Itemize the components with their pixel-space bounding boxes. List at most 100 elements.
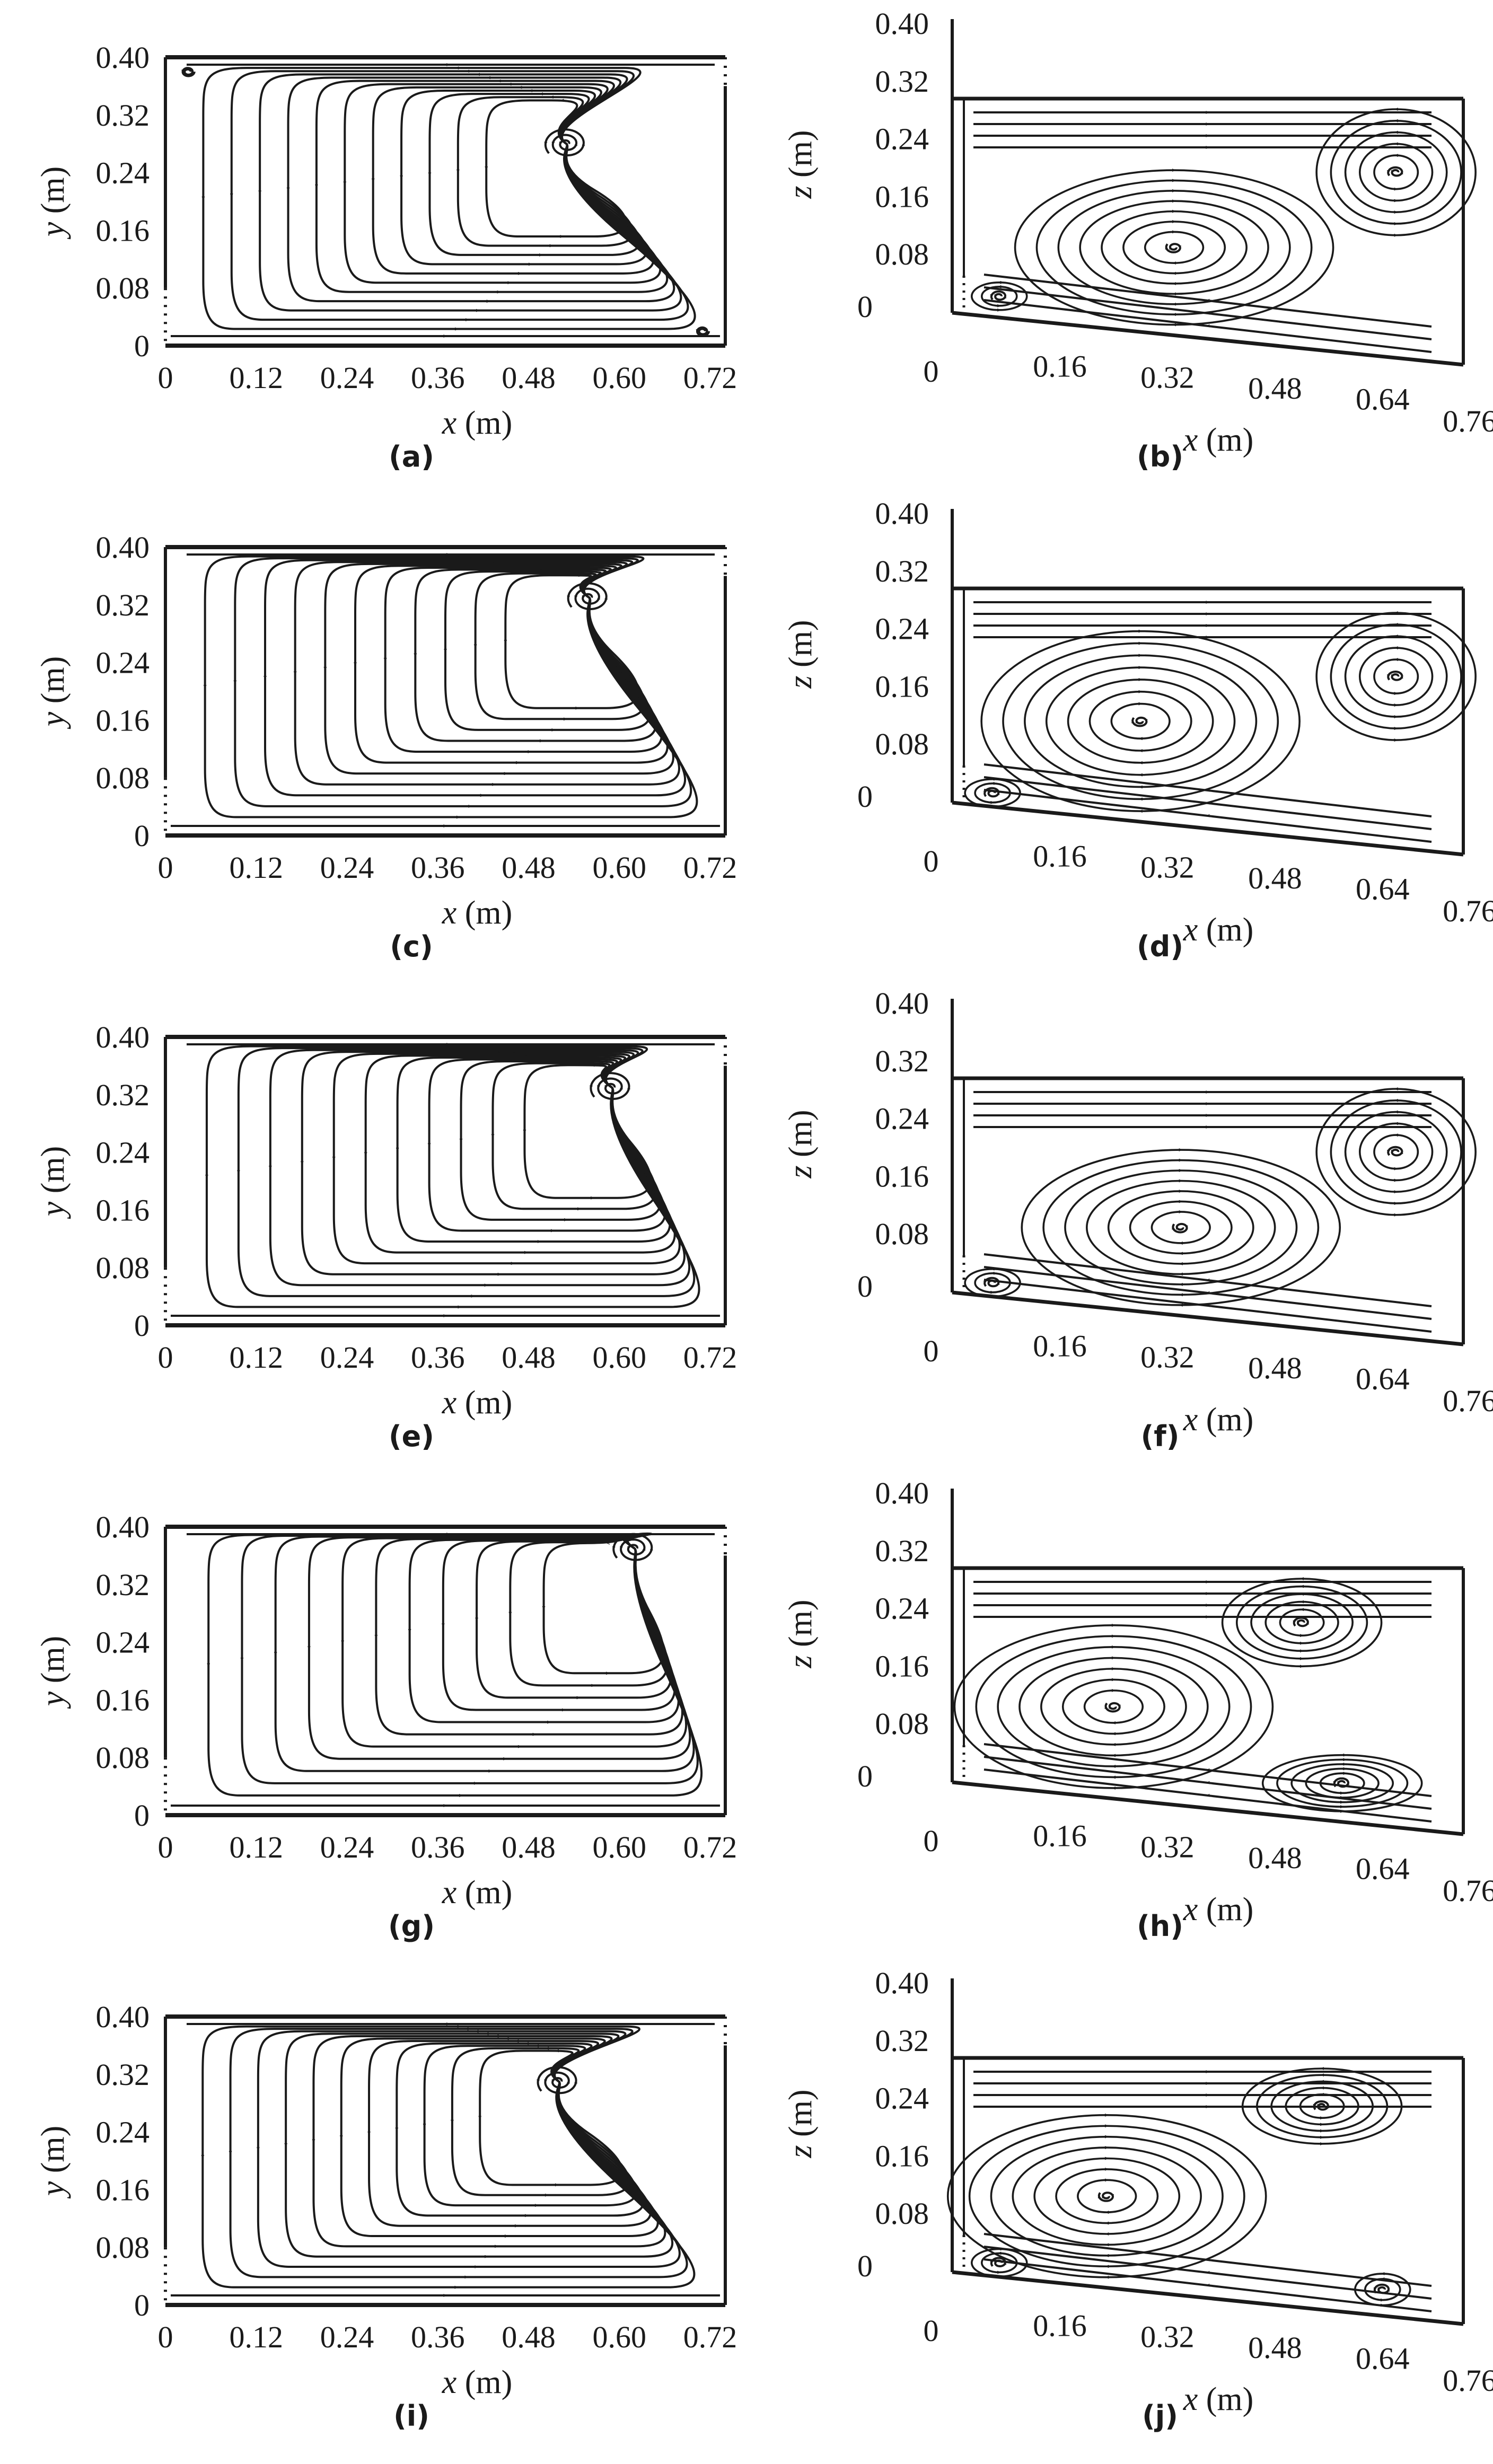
vortex-ring [1373, 658, 1419, 694]
x-tick-label: 0 [158, 1340, 173, 1375]
x-tick-label: 0.64 [1356, 2342, 1410, 2376]
y-tick-label: 0.08 [96, 1251, 150, 1285]
streamline [400, 89, 648, 266]
x-axis-label: x (m) [1183, 912, 1254, 948]
y-tick-label: 0 [134, 2288, 150, 2322]
x-tick-label: 0.32 [1140, 1829, 1195, 1864]
x-tick-label: 0 [158, 2320, 173, 2354]
x-tick-label: 0.48 [502, 850, 556, 885]
vortex-core [1165, 243, 1181, 253]
x-axis-label: x (m) [442, 1385, 513, 1421]
y-tick-label: 0.24 [96, 1625, 150, 1660]
vortex-ring [1018, 1657, 1209, 1757]
y-tick-label: 0.24 [96, 156, 150, 190]
y-axis-unit: (m) [35, 656, 71, 712]
z-axis-label: z (m) [783, 2089, 819, 2158]
y-tick-label: 0.08 [96, 761, 150, 795]
z-axis-label: z (m) [783, 1599, 819, 1668]
x-axis-label: x (m) [1183, 422, 1254, 458]
vortex-ring [1144, 231, 1205, 264]
vortex-ring [1373, 1134, 1419, 1170]
streamline [259, 73, 682, 312]
z-axis-label: z (m) [783, 1110, 819, 1178]
z-tick-label: 0.32 [875, 1534, 929, 1568]
x-tick-label: 0.60 [592, 1340, 646, 1375]
y-tick-label: 0.32 [96, 98, 150, 133]
x-tick-label: 0.36 [411, 360, 465, 395]
x-axis-unit: (m) [1198, 912, 1253, 948]
panel-h: 00.080.160.240.320.400 0.16 0.32 0.48 0.640.… [783, 1476, 1493, 1943]
z-tick-label: 0.16 [875, 669, 929, 703]
streamline [414, 568, 657, 742]
z-tick-label: 0 [857, 1269, 873, 1304]
x-tick-label: 0.72 [683, 1340, 737, 1375]
panel-caption: (f) [1141, 1420, 1180, 1453]
z-axis-label: z (m) [783, 130, 819, 199]
x-tick-label: 0.12 [229, 850, 283, 885]
y-axis-unit: (m) [35, 1146, 71, 1202]
z-tick-label: 0.24 [875, 612, 929, 646]
x-tick-label: 0.64 [1356, 382, 1410, 417]
x-axis-unit: (m) [456, 2364, 512, 2400]
streamline [983, 776, 1432, 830]
sloped-bottom [952, 1780, 1464, 1836]
y-tick-label: 0 [134, 329, 150, 363]
z-tick-label: 0.08 [875, 727, 929, 761]
y-axis-unit: (m) [35, 1636, 71, 1692]
z-tick-label: 0.08 [875, 237, 929, 271]
panel-c: 0 0.12 0.24 0.36 0.48 0.60 0.72 0 0.08 0.16 0.24 0.… [35, 530, 737, 963]
x-tick-label: 0.16 [1033, 839, 1087, 874]
x-tick-label: 0.32 [1140, 2319, 1195, 2354]
panel-i: 0 0.12 0.24 0.36 0.48 0.60 0.72 0 0.08 0.16 0.24 0.… [35, 2000, 737, 2433]
streamline [456, 96, 634, 247]
z-axis-label: z (m) [783, 620, 819, 689]
z-tick-label: 0.24 [875, 1591, 929, 1626]
y-tick-label: 0.08 [96, 271, 150, 305]
x-tick-label: 0.16 [1033, 349, 1087, 384]
vortex-ring [1235, 1585, 1368, 1660]
sloped-bottom [952, 1290, 1464, 1347]
y-tick-label: 0.16 [96, 1193, 150, 1227]
y-tick-label: 0.32 [96, 1078, 150, 1112]
vortex-core [1387, 166, 1403, 177]
vortex-ring [1045, 666, 1236, 776]
vortex-ring [1264, 1600, 1339, 1644]
vortex-ring [1330, 623, 1462, 729]
x-tick-label: 0.32 [1140, 1340, 1195, 1374]
x-axis-label: x (m) [1183, 1402, 1254, 1438]
panel-e: 0 0.12 0.24 0.36 0.48 0.60 0.72 0 0.08 0.16 0.24 0.… [35, 1020, 737, 1453]
y-tick-label: 0 [134, 1798, 150, 1833]
streamline [485, 99, 627, 238]
y-tick-label: 0.40 [96, 40, 150, 75]
vortex-ring [1014, 169, 1334, 326]
vortex-ring [1079, 200, 1269, 295]
streamline [205, 1045, 700, 1308]
x-tick-label: 0.72 [683, 360, 737, 395]
y-tick-label: 0.40 [96, 530, 150, 565]
panel-d: 00.080.160.240.320.400 0.16 0.32 0.48 0.640.… [783, 496, 1493, 963]
vortex-ring [1315, 1088, 1477, 1216]
streamline [201, 2025, 696, 2289]
vortex-ring [1315, 108, 1477, 236]
x-tick-label: 0.48 [502, 1340, 556, 1375]
x-tick-label: 0 [924, 1334, 939, 1368]
vortex-ring [1055, 2168, 1159, 2224]
z-tick-label: 0.32 [875, 2023, 929, 2058]
vortex-corner [696, 326, 710, 337]
z-tick-label: 0 [857, 289, 873, 324]
x-tick-label: 0.48 [1248, 2330, 1302, 2365]
streamline [479, 2049, 623, 2186]
sloped-bottom [952, 311, 1464, 367]
z-tick-label: 0.40 [875, 1476, 929, 1510]
sloped-bottom [952, 2270, 1464, 2326]
z-axis-unit: (m) [783, 1599, 819, 1655]
x-axis-label: x (m) [442, 895, 513, 931]
y-tick-label: 0.40 [96, 2000, 150, 2034]
x-tick-label: 0.76 [1443, 404, 1493, 438]
streamline [983, 1266, 1432, 1320]
y-tick-label: 0.16 [96, 1683, 150, 1717]
y-tick-label: 0.32 [96, 2057, 150, 2092]
x-axis-label: x (m) [1183, 2381, 1254, 2417]
vortex-ring [1012, 2146, 1202, 2246]
